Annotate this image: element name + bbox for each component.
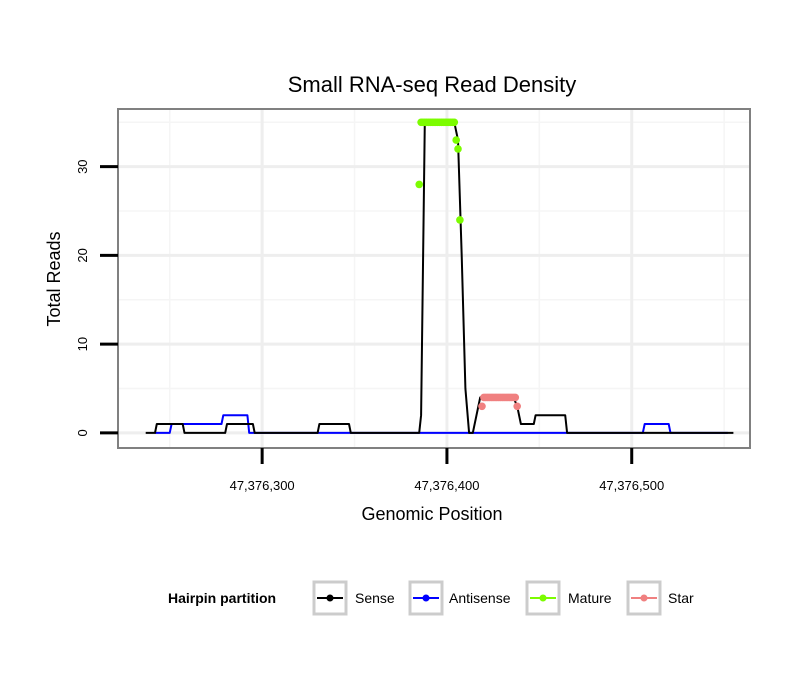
series-layer bbox=[145, 118, 734, 434]
plot-panel-background bbox=[118, 109, 750, 448]
data-point-mature bbox=[452, 136, 461, 144]
legend-item-antisense: Antisense bbox=[408, 580, 511, 616]
x-axis: 47,376,300 47,376,400 47,376,500 bbox=[230, 448, 664, 493]
y-tick-label: 20 bbox=[75, 248, 90, 262]
legend-entries: Sense Antisense Mature Star bbox=[312, 580, 694, 616]
legend-item-sense: Sense bbox=[312, 580, 395, 616]
y-tick-label: 0 bbox=[75, 429, 90, 436]
y-tick-label: 30 bbox=[75, 159, 90, 173]
legend-key-point bbox=[640, 594, 648, 602]
legend-label: Star bbox=[668, 590, 694, 606]
legend-key-point bbox=[422, 594, 430, 602]
legend-item-mature: Mature bbox=[525, 580, 612, 616]
data-point-star bbox=[511, 393, 520, 402]
data-point-star bbox=[513, 402, 521, 411]
data-point-mature bbox=[456, 216, 464, 224]
legend-title: Hairpin partition bbox=[168, 590, 276, 606]
y-axis: 0 10 20 30 bbox=[75, 159, 118, 437]
x-axis-title: Genomic Position bbox=[361, 504, 502, 524]
y-axis-title: Total Reads bbox=[44, 231, 64, 326]
legend-label: Mature bbox=[568, 590, 612, 606]
x-tick-label: 47,376,500 bbox=[599, 478, 664, 493]
legend-key-point bbox=[539, 594, 547, 602]
plot-panel-border bbox=[117, 108, 751, 449]
data-point-mature bbox=[454, 145, 462, 153]
legend: Hairpin partition Sense Antisense Mature St… bbox=[168, 580, 694, 616]
chart-title: Small RNA-seq Read Density bbox=[288, 72, 577, 97]
y-tick-label: 10 bbox=[75, 337, 90, 351]
legend-label: Antisense bbox=[449, 590, 511, 606]
legend-key-point bbox=[326, 594, 334, 602]
legend-label: Sense bbox=[355, 590, 395, 606]
legend-item-star: Star bbox=[626, 580, 694, 616]
data-point-mature bbox=[450, 118, 459, 127]
x-tick-label: 47,376,400 bbox=[414, 478, 479, 493]
data-point-mature bbox=[415, 180, 424, 189]
data-point-star bbox=[478, 402, 486, 411]
x-tick-label: 47,376,300 bbox=[230, 478, 295, 493]
plot-panel bbox=[117, 108, 751, 449]
